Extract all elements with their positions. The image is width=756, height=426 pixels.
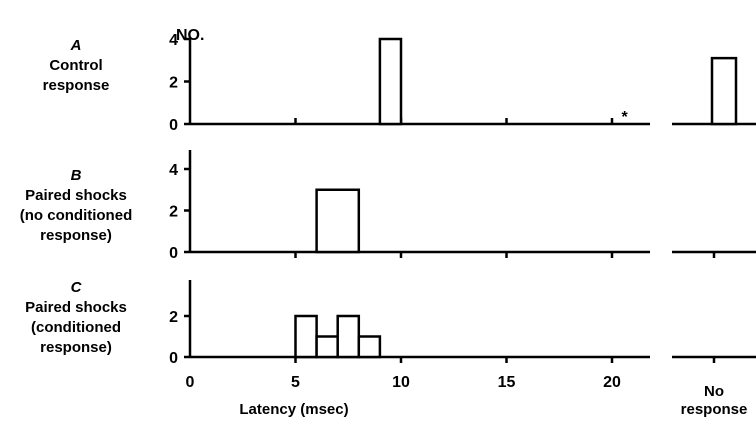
panel-a-bar [378, 37, 403, 126]
panel-c-label-line: (conditioned [31, 319, 121, 336]
panel-a-label-line: Control [49, 57, 102, 74]
panel-a-y-tick-label: 0 [169, 117, 178, 134]
panel-c-label-line: response) [40, 339, 112, 356]
no-response-label-line2: response [681, 401, 748, 418]
x-tick-label: 10 [392, 374, 410, 391]
panel-c-y-tick-label: 0 [169, 350, 178, 367]
panel-c-y-tick-label: 2 [169, 309, 178, 326]
x-tick-label: 20 [603, 374, 621, 391]
panel-a-y-tick-label: 2 [169, 75, 178, 92]
panel-a-annotation: * [622, 109, 629, 126]
panel-c-bar [294, 314, 318, 359]
panel-c-bar [315, 335, 339, 359]
panel-a-no-response-bar [710, 56, 738, 126]
panel-c-label-line: Paired shocks [25, 299, 127, 316]
y-unit-label: NO. [176, 27, 204, 44]
x-tick-label: 0 [186, 374, 195, 391]
panel-b-label-line: response) [40, 227, 112, 244]
x-tick-label: 15 [498, 374, 516, 391]
panel-a-y-tick-label: 4 [169, 32, 178, 49]
panel-b-label-line: (no conditioned [20, 207, 132, 224]
panel-b-label-line: Paired shocks [25, 187, 127, 204]
panel-b-bar [315, 188, 361, 254]
panel-a-letter: A [70, 37, 82, 54]
panel-c-bar [336, 314, 361, 359]
panel-b-y-tick-label: 2 [169, 204, 178, 221]
panel-b-y-tick-label: 0 [169, 245, 178, 262]
panel-b-y-tick-label: 4 [169, 162, 178, 179]
panel-b-letter: B [71, 167, 82, 184]
panel-c-letter: C [71, 279, 83, 296]
no-response-label-line1: No [704, 383, 724, 400]
panel-a-label-line: response [43, 77, 110, 94]
x-axis-title: Latency (msec) [239, 401, 348, 418]
x-tick-label: 5 [291, 374, 300, 391]
panel-c-bar [357, 335, 382, 359]
